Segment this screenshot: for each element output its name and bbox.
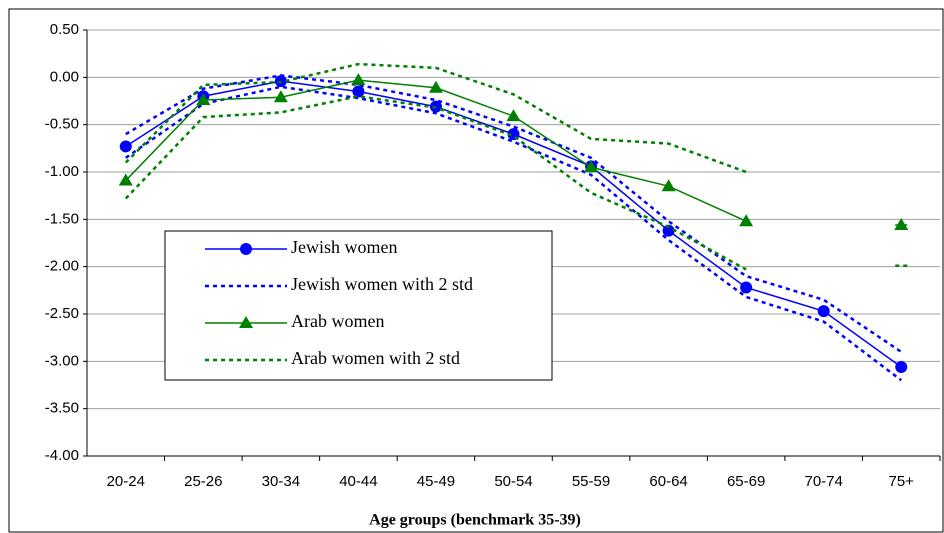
- marker: [894, 218, 909, 231]
- y-tick-label: 0.00: [50, 68, 79, 85]
- x-tick-label: 60-64: [649, 473, 687, 490]
- marker: [895, 361, 908, 374]
- line: [124, 62, 747, 174]
- x-tick-label: 50-54: [494, 473, 532, 490]
- y-tick-label: -0.50: [45, 116, 79, 133]
- x-tick-label: 30-34: [262, 473, 300, 490]
- line: [125, 85, 902, 382]
- marker: [119, 140, 132, 153]
- legend-label: Arab women: [291, 311, 384, 331]
- y-tick-label: -2.50: [45, 305, 79, 322]
- x-tick-label: 40-44: [339, 473, 377, 490]
- legend-marker: [240, 243, 252, 255]
- y-tick-label: -3.50: [45, 400, 79, 417]
- x-axis-label: Age groups (benchmark 35-39): [369, 512, 581, 529]
- y-tick-label: -1.00: [45, 163, 79, 180]
- x-tick-label: 45-49: [417, 473, 455, 490]
- y-tick-label: -1.50: [45, 210, 79, 227]
- y-tick-label: 0.50: [50, 21, 79, 38]
- marker: [506, 109, 521, 122]
- marker: [273, 90, 288, 103]
- marker: [351, 73, 366, 86]
- marker: [118, 173, 133, 186]
- line: [125, 74, 902, 353]
- marker: [740, 281, 753, 294]
- marker: [352, 85, 365, 98]
- legend-marker: [239, 316, 253, 328]
- x-tick-label: 25-26: [184, 473, 222, 490]
- legend-label: Arab women with 2 std: [291, 348, 460, 368]
- marker: [428, 80, 443, 93]
- x-tick-label: 20-24: [107, 473, 145, 490]
- x-tick-label: 55-59: [572, 473, 610, 490]
- x-tick-label: 65-69: [727, 473, 765, 490]
- y-tick-label: -4.00: [45, 447, 79, 464]
- y-tick-label: -3.00: [45, 352, 79, 369]
- marker: [739, 214, 754, 227]
- legend-label: Jewish women: [291, 237, 398, 257]
- marker: [584, 160, 599, 173]
- line: [124, 94, 747, 271]
- y-tick-label: -2.00: [45, 258, 79, 275]
- x-tick-label: 75+: [889, 473, 915, 490]
- legend-label: Jewish women with 2 std: [291, 274, 473, 294]
- marker: [661, 179, 676, 192]
- legend-box: [164, 230, 553, 381]
- x-tick-label: 70-74: [804, 473, 842, 490]
- marker: [662, 224, 675, 237]
- marker: [196, 93, 211, 106]
- marker: [817, 305, 830, 318]
